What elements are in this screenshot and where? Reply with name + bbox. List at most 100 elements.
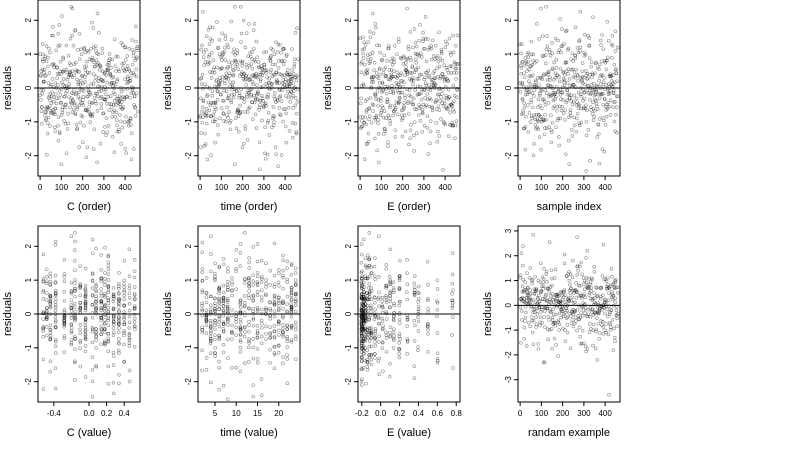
data-point <box>425 259 430 264</box>
data-point <box>56 83 60 87</box>
data-point <box>604 322 608 326</box>
data-point <box>605 307 610 312</box>
data-point <box>132 320 137 324</box>
data-point <box>521 108 525 113</box>
data-point <box>433 82 437 86</box>
data-point <box>585 285 589 289</box>
data-point <box>367 330 372 335</box>
data-point <box>102 295 107 299</box>
data-point <box>518 81 523 85</box>
data-point <box>44 44 49 48</box>
data-point <box>583 106 588 111</box>
data-point <box>62 317 66 322</box>
data-point <box>359 321 364 326</box>
data-point <box>289 325 294 330</box>
data-point <box>99 106 104 111</box>
data-point <box>521 299 526 303</box>
data-point <box>61 105 65 109</box>
data-point <box>425 324 430 329</box>
data-point <box>541 72 546 76</box>
data-point <box>379 108 384 113</box>
data-point <box>543 53 548 57</box>
data-point <box>200 307 204 312</box>
data-point <box>381 305 385 310</box>
data-point <box>109 105 114 109</box>
data-point <box>251 279 256 283</box>
x-tick-label: 400 <box>278 183 292 192</box>
data-point <box>382 67 386 72</box>
data-point <box>294 75 298 79</box>
data-point <box>126 119 131 124</box>
y-tick-label: -2 <box>504 152 513 160</box>
data-point <box>294 130 298 134</box>
data-point <box>548 78 552 82</box>
data-point <box>106 260 111 264</box>
data-point <box>551 91 556 95</box>
data-point <box>48 327 52 332</box>
data-point <box>213 323 217 328</box>
data-point <box>374 97 378 102</box>
data-point <box>294 131 299 136</box>
data-point <box>106 68 110 73</box>
data-point <box>370 51 375 55</box>
data-point <box>78 286 83 291</box>
data-point <box>360 60 364 64</box>
data-point <box>366 57 370 62</box>
data-point <box>264 156 268 161</box>
data-point <box>127 68 132 73</box>
data-point <box>111 90 116 95</box>
data-point <box>294 337 298 342</box>
data-point <box>207 42 212 46</box>
data-point <box>280 81 285 86</box>
data-point <box>536 346 541 351</box>
data-point <box>551 312 556 317</box>
data-point <box>585 314 590 319</box>
data-point <box>519 112 524 117</box>
data-point <box>392 334 396 338</box>
data-point <box>255 270 260 275</box>
data-point <box>293 121 298 126</box>
data-point <box>230 366 234 370</box>
data-point <box>416 319 421 324</box>
data-point <box>293 103 298 108</box>
data-point <box>543 309 547 314</box>
data-point <box>370 102 375 107</box>
data-point <box>255 305 260 310</box>
data-point <box>541 284 546 289</box>
data-point <box>374 115 379 120</box>
data-point <box>289 297 294 301</box>
data-point <box>221 283 226 288</box>
data-point <box>87 100 92 105</box>
data-point <box>576 264 580 268</box>
data-point <box>209 153 213 158</box>
data-point <box>384 285 388 290</box>
data-point <box>588 97 592 102</box>
data-point <box>106 285 111 289</box>
data-point <box>132 269 137 274</box>
data-point <box>435 299 439 303</box>
data-point <box>367 315 371 320</box>
data-point <box>103 125 107 129</box>
data-point <box>575 100 579 104</box>
data-point <box>251 73 255 77</box>
data-point <box>365 276 370 281</box>
data-point <box>99 315 104 320</box>
data-point <box>63 94 67 99</box>
data-point <box>362 121 366 125</box>
data-point <box>69 341 74 345</box>
data-point <box>78 283 83 287</box>
data-point <box>90 327 95 332</box>
data-point <box>531 153 536 158</box>
data-point <box>365 266 370 270</box>
data-point <box>117 319 121 323</box>
data-point <box>440 59 445 63</box>
data-point <box>293 75 297 80</box>
data-point <box>367 61 372 66</box>
data-point <box>247 329 251 334</box>
y-tick-label: 1 <box>344 277 353 282</box>
data-point <box>550 347 554 351</box>
data-point <box>266 95 270 100</box>
data-point <box>388 334 393 338</box>
data-point <box>223 45 227 50</box>
data-point <box>38 93 42 98</box>
